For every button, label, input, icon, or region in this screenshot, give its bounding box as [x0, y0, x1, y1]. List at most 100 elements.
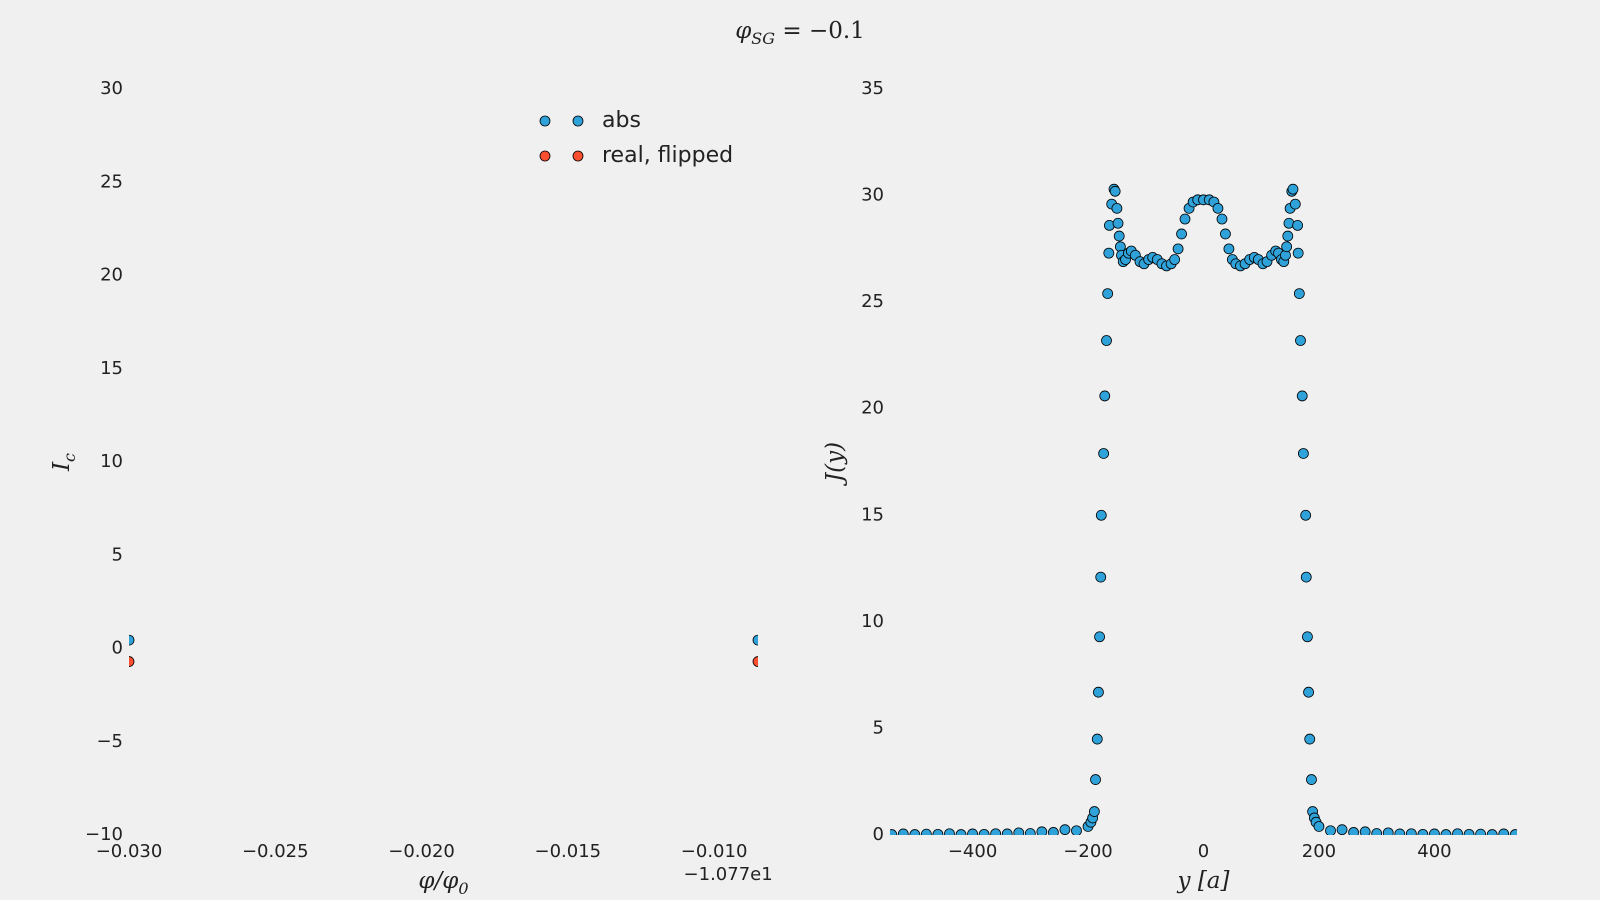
y-axis-label: J(y): [822, 442, 848, 486]
x-offset-label: −1.077e1: [684, 864, 773, 885]
plot-area: [890, 183, 1517, 835]
data-point: [1440, 829, 1452, 835]
data-point: [1463, 828, 1475, 835]
data-point: [752, 634, 758, 646]
data-point: [1094, 631, 1105, 643]
legend-marker: [572, 115, 584, 127]
data-point: [1292, 247, 1304, 259]
data-point: [1103, 247, 1115, 259]
data-point: [1287, 183, 1299, 195]
data-point: [1486, 829, 1498, 835]
figure-title: φSG = −0.1: [735, 18, 865, 48]
data-point: [752, 656, 758, 667]
data-point: [1013, 827, 1025, 835]
data-point: [1059, 824, 1071, 835]
x-axis-label: φ/φ0: [418, 868, 468, 898]
legend-label: abs: [602, 108, 641, 133]
data-point: [1095, 509, 1107, 521]
data-point: [1296, 390, 1308, 402]
data-point: [1101, 335, 1112, 346]
y-axis-label-main: J(y): [822, 442, 848, 486]
data-point: [1382, 827, 1394, 835]
data-point: [1216, 213, 1228, 225]
data-point: [1292, 220, 1304, 231]
data-point: [1099, 390, 1111, 402]
data-point: [1102, 288, 1114, 300]
data-point: [1293, 288, 1305, 300]
legend-label: real, flipped: [602, 143, 733, 168]
data-point: [990, 828, 1002, 835]
data-point: [129, 634, 135, 646]
y-tick-label: 10: [100, 451, 123, 472]
data-point: [1223, 243, 1235, 255]
data-point: [1109, 185, 1121, 197]
data-point: [1313, 821, 1325, 832]
data-point: [1091, 733, 1103, 745]
y-tick-label: 0: [873, 824, 884, 845]
data-point: [944, 828, 955, 835]
title-sub: SG: [751, 29, 775, 48]
data-point: [1300, 571, 1312, 583]
y-tick-label: 0: [112, 638, 123, 659]
data-point: [1281, 241, 1293, 253]
x-tick-label: 400: [1417, 841, 1451, 862]
data-point: [1095, 571, 1107, 583]
data-point: [1405, 828, 1417, 835]
x-tick-label: −0.015: [535, 841, 602, 862]
data-point: [1297, 448, 1309, 459]
data-point: [1212, 202, 1224, 214]
data-point: [1098, 448, 1110, 459]
x-tick-label: −0.030: [96, 841, 163, 862]
y-tick-label: −10: [85, 824, 123, 845]
data-point: [1394, 828, 1406, 835]
y-tick-label: 15: [861, 504, 884, 525]
data-point: [1111, 202, 1123, 214]
data-point: [1300, 509, 1312, 521]
data-point: [1036, 826, 1048, 835]
title-rest: = −0.1: [775, 18, 865, 44]
y-tick-label: 5: [112, 544, 123, 565]
data-point: [1302, 631, 1313, 643]
data-point: [978, 828, 990, 835]
data-point: [1282, 230, 1294, 242]
x-tick-label: 0: [1198, 841, 1209, 862]
data-point: [1176, 228, 1187, 240]
data-point: [1336, 824, 1348, 835]
data-point: [1001, 828, 1013, 835]
x-axis-label-sub: 0: [458, 879, 468, 898]
y-tick-label: 25: [861, 291, 884, 312]
y-axis-label: Ic: [49, 453, 79, 472]
y-axis-label-main: I: [49, 461, 75, 472]
data-point: [967, 828, 978, 835]
data-point: [129, 656, 135, 667]
x-tick-label: 200: [1302, 841, 1336, 862]
y-tick-label: 10: [861, 611, 884, 632]
data-point: [920, 828, 932, 835]
y-tick-label: 5: [873, 717, 884, 738]
legend-marker: [539, 150, 551, 162]
data-point: [1169, 254, 1181, 265]
data-point: [1071, 825, 1082, 835]
data-point: [1371, 828, 1383, 835]
data-point: [1348, 827, 1360, 835]
data-point: [955, 829, 967, 835]
data-point: [1303, 686, 1314, 698]
y-tick-label: 20: [100, 265, 123, 286]
y-tick-label: 30: [100, 78, 123, 99]
data-point: [1090, 774, 1101, 785]
data-point: [1289, 198, 1301, 210]
y-axis-label-sub: c: [60, 453, 79, 462]
data-point: [1325, 825, 1336, 835]
data-point: [1306, 774, 1317, 785]
data-point: [1220, 228, 1231, 240]
data-point: [932, 828, 944, 835]
data-point: [1509, 829, 1517, 835]
data-point: [1475, 828, 1487, 835]
y-tick-label: 30: [861, 185, 884, 206]
y-tick-label: 35: [861, 78, 884, 99]
data-point: [897, 828, 909, 835]
data-point: [1417, 828, 1429, 835]
data-point: [1047, 827, 1059, 835]
x-axis-label-main: φ/φ: [418, 868, 459, 894]
